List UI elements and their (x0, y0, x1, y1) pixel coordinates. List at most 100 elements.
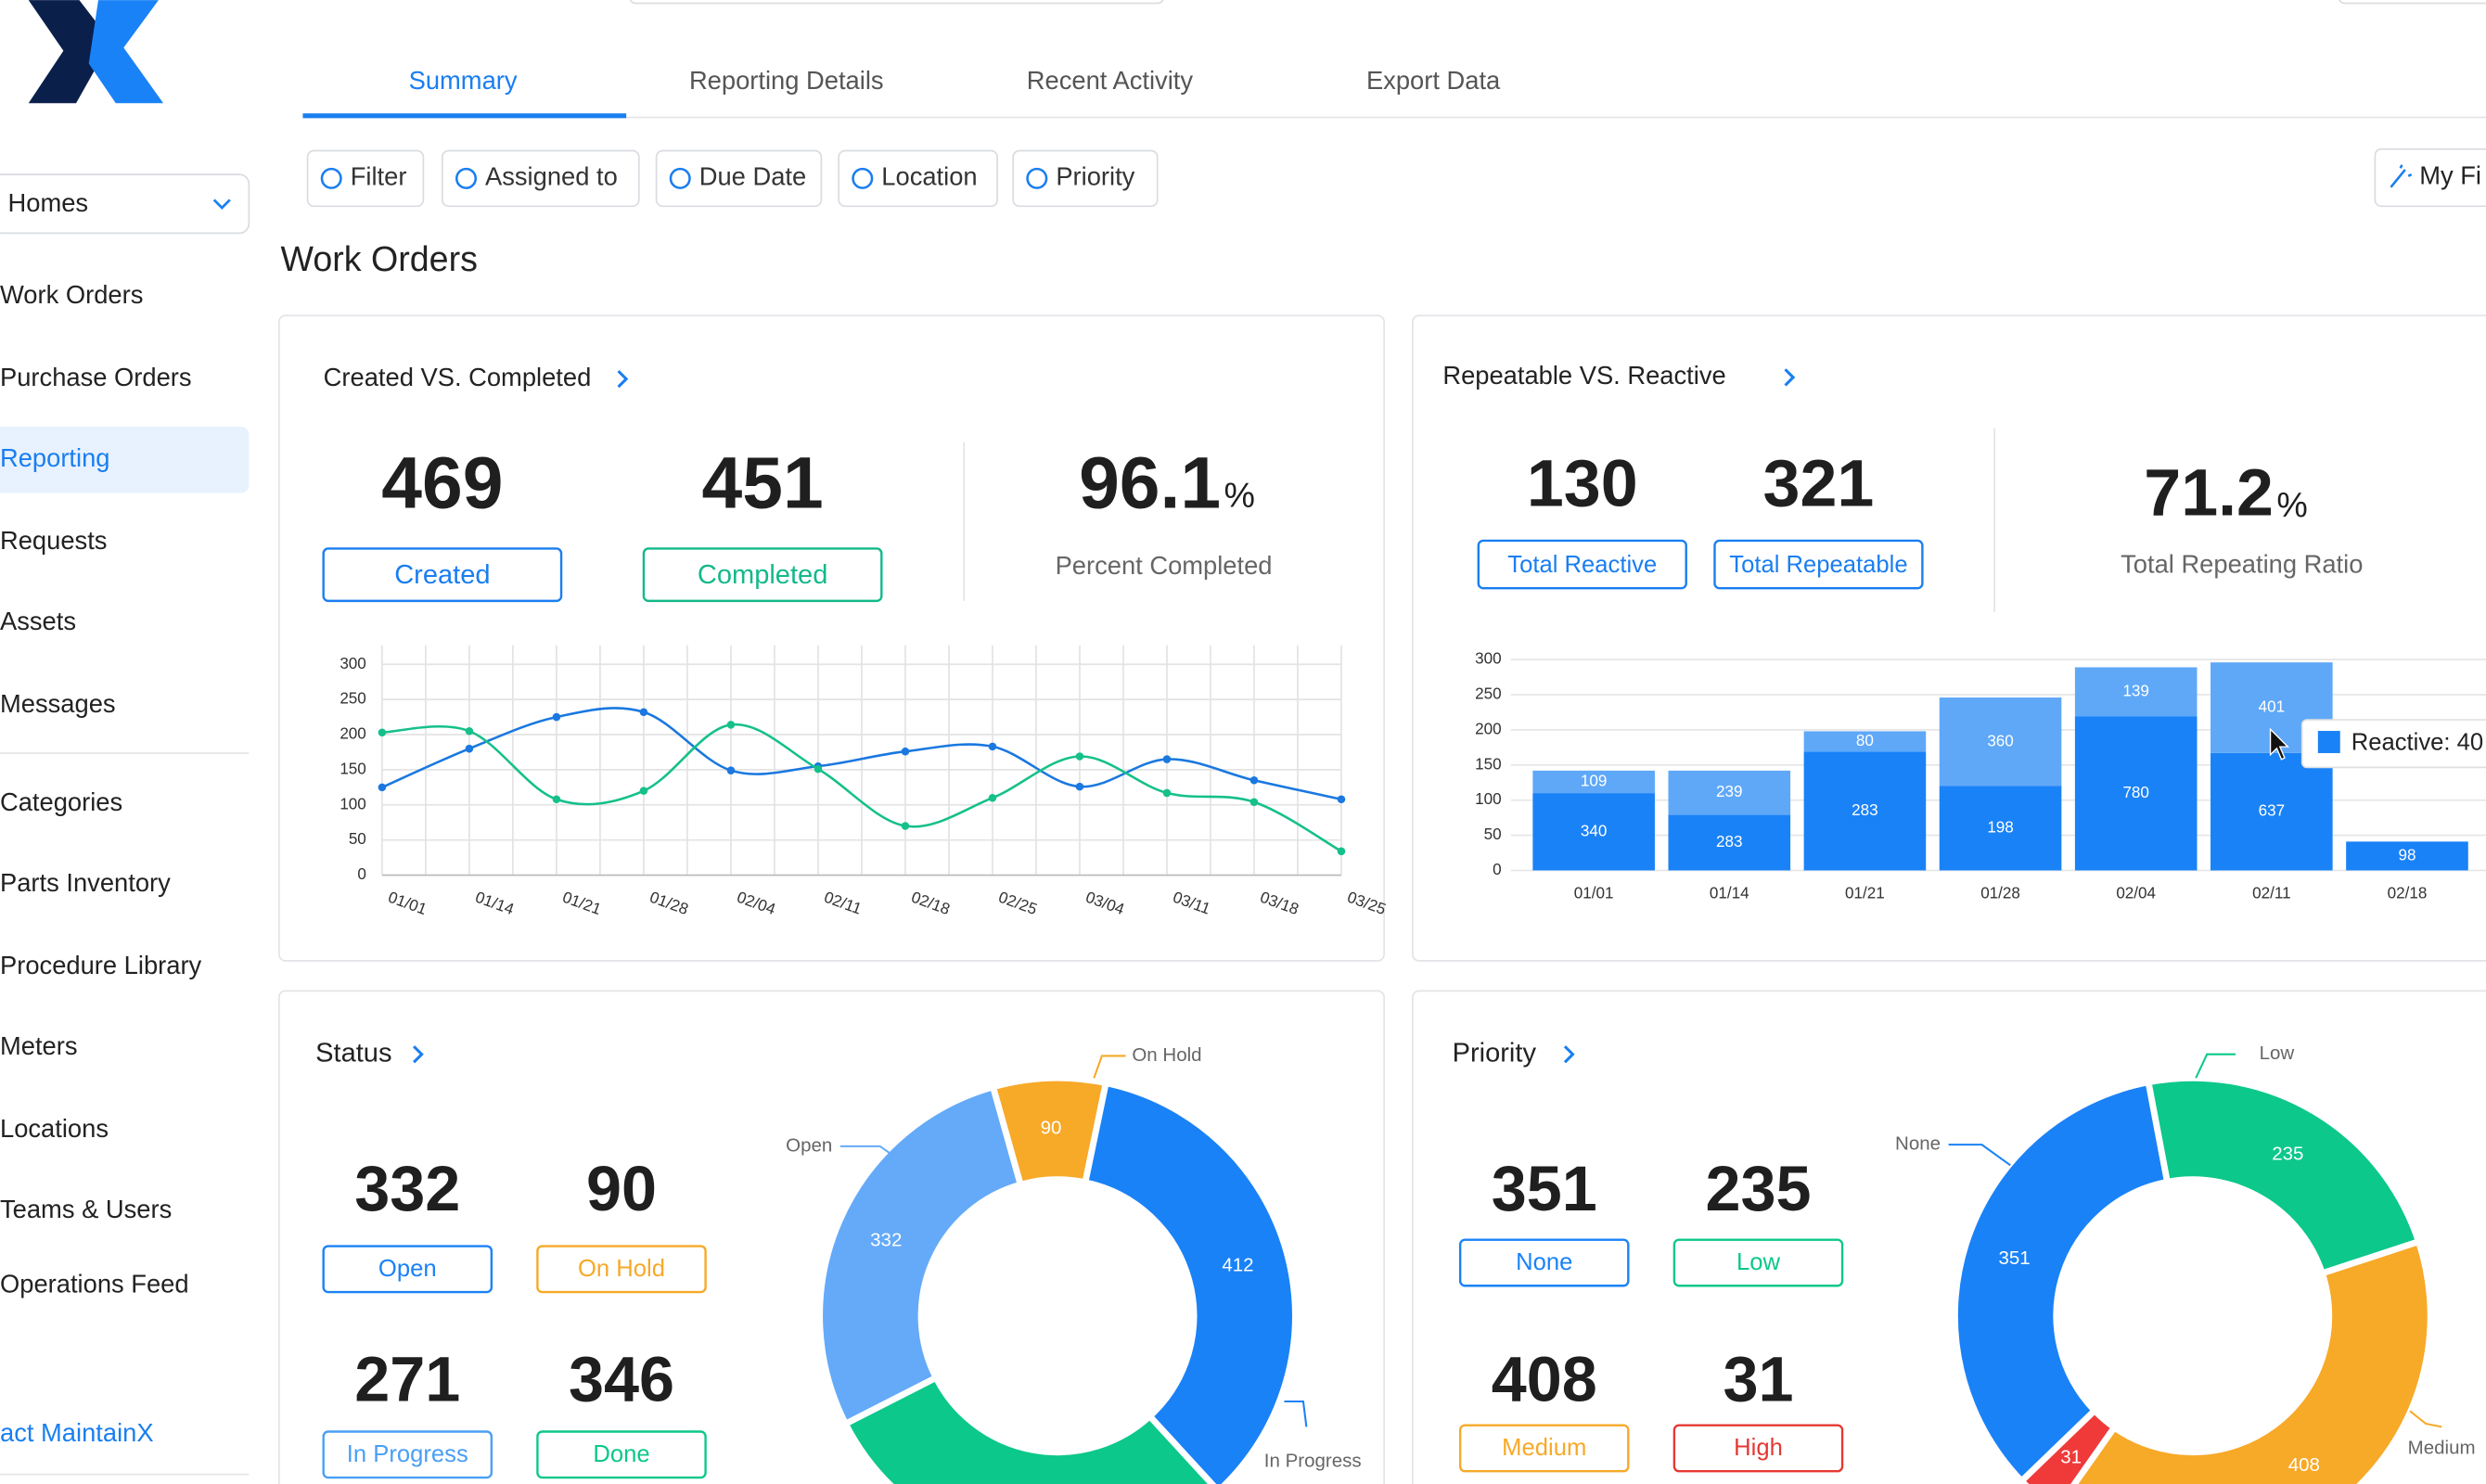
line-point (552, 712, 561, 722)
ratio-unit: % (2276, 485, 2307, 524)
title-chevron[interactable] (1563, 1045, 1575, 1064)
stat-label: Completed (698, 560, 827, 590)
bar-segment (2210, 752, 2333, 871)
nav-item: Reporting (0, 443, 109, 472)
stat-value: 451 (702, 441, 824, 523)
filter-button[interactable] (442, 149, 640, 208)
bar-segment (1668, 814, 1791, 871)
line-point (814, 764, 823, 774)
tooltip-text: Reactive: 40 (2351, 729, 2483, 755)
bar-label: 340 (1581, 822, 1608, 839)
title-chevron[interactable] (617, 369, 629, 389)
bar-label: 239 (1716, 783, 1743, 800)
stat-badge (642, 547, 883, 603)
x-tick-label: 02/04 (2116, 885, 2156, 902)
line-point (1075, 752, 1084, 761)
nav-item: Requests (0, 526, 107, 555)
stat-badge (1458, 1424, 1630, 1473)
stat-value: 130 (1527, 446, 1638, 520)
segment-label: 235 (2272, 1143, 2303, 1164)
stat-value: 235 (1705, 1154, 1811, 1224)
bar-segment (1939, 786, 2062, 871)
my-filters-button[interactable] (2374, 147, 2486, 208)
bar-segment (1803, 731, 1927, 752)
filter-button[interactable] (1012, 149, 1159, 208)
stat-badge (322, 1430, 493, 1479)
x-tick-label: 02/11 (2252, 885, 2290, 902)
line-point (1337, 847, 1346, 856)
card-title: Created VS. Completed (324, 363, 592, 391)
bar-segment (1532, 793, 1655, 871)
footer-link[interactable]: act MaintainX (0, 1418, 154, 1447)
ratio-label: Total Repeating Ratio (2121, 549, 2363, 578)
line-point (639, 708, 648, 717)
callout-label: In Progress (1264, 1450, 1362, 1471)
title-chevron[interactable] (413, 1045, 424, 1064)
donut-segment (816, 1082, 1025, 1428)
bar-segment (2346, 841, 2468, 871)
stat-badge (1672, 1424, 1844, 1473)
donut-segment (1952, 1078, 2172, 1484)
search-box[interactable] (629, 0, 1164, 5)
y-tick-label: 100 (1475, 790, 1502, 808)
nav-item: Purchase Orders (0, 363, 192, 391)
x-tick-label: 01/01 (1574, 885, 1614, 902)
wand-icon (2390, 164, 2413, 188)
section-title: Work Orders (281, 239, 478, 278)
line-point (901, 822, 910, 830)
segment-label: 31 (2060, 1446, 2082, 1467)
callout-label: None (1895, 1133, 1941, 1155)
stat-value: 346 (569, 1344, 674, 1414)
y-tick-label: 100 (340, 795, 366, 812)
callout-label: Open (786, 1134, 832, 1156)
bar-label: 109 (1581, 772, 1608, 789)
y-tick-label: 300 (340, 655, 366, 672)
y-tick-label: 0 (1493, 861, 1502, 878)
y-tick-label: 150 (1475, 755, 1502, 773)
stat-badge (1458, 1238, 1630, 1287)
bar-label: 198 (1987, 818, 2014, 836)
filter-button[interactable] (306, 149, 425, 208)
stat-label: Low (1736, 1249, 1781, 1275)
donut-segment (1081, 1079, 1299, 1484)
stat-badge (322, 1245, 493, 1294)
y-tick-label: 0 (357, 865, 366, 883)
callout-line (2409, 1410, 2442, 1428)
card-title: Priority (1453, 1038, 1537, 1068)
stat-label: On Hold (578, 1256, 665, 1282)
filter-icon (320, 167, 342, 189)
stat-label: None (1516, 1249, 1572, 1275)
tab: Recent Activity (1027, 66, 1194, 95)
location-select[interactable] (0, 173, 250, 235)
chevron (212, 198, 231, 210)
logo-blue (88, 0, 164, 104)
y-tick-label: 150 (340, 760, 366, 777)
callout-line (1093, 1055, 1126, 1079)
filter-button[interactable] (655, 149, 823, 208)
line-point (465, 726, 474, 736)
title-chevron[interactable] (1784, 368, 1796, 387)
x-tick-label: 01/14 (1710, 885, 1749, 902)
ratio-label: Percent Completed (1056, 551, 1273, 580)
bar-segment (1668, 770, 1791, 815)
nav-item: Work Orders (0, 280, 143, 309)
stat-value: 31 (1723, 1344, 1793, 1414)
x-tick-label: 02/18 (2388, 885, 2428, 902)
stat-badge (322, 547, 563, 603)
bar-label: 98 (2398, 846, 2416, 864)
stat-label: Total Repeatable (1729, 552, 1907, 578)
segment-label: 332 (870, 1229, 902, 1250)
top-button[interactable] (2338, 0, 2486, 5)
stat-value: 351 (1492, 1154, 1597, 1224)
nav-item: Parts Inventory (0, 868, 171, 897)
stat-value: 90 (586, 1154, 657, 1224)
bar-segment (2074, 667, 2198, 717)
filter-button[interactable] (838, 149, 998, 208)
y-tick-label: 200 (340, 725, 366, 743)
donut-segment (2017, 1405, 2120, 1484)
donut-segment (2145, 1074, 2423, 1278)
active-nav-bg (0, 426, 250, 493)
line-point (1337, 795, 1346, 804)
callout-line (839, 1145, 897, 1158)
